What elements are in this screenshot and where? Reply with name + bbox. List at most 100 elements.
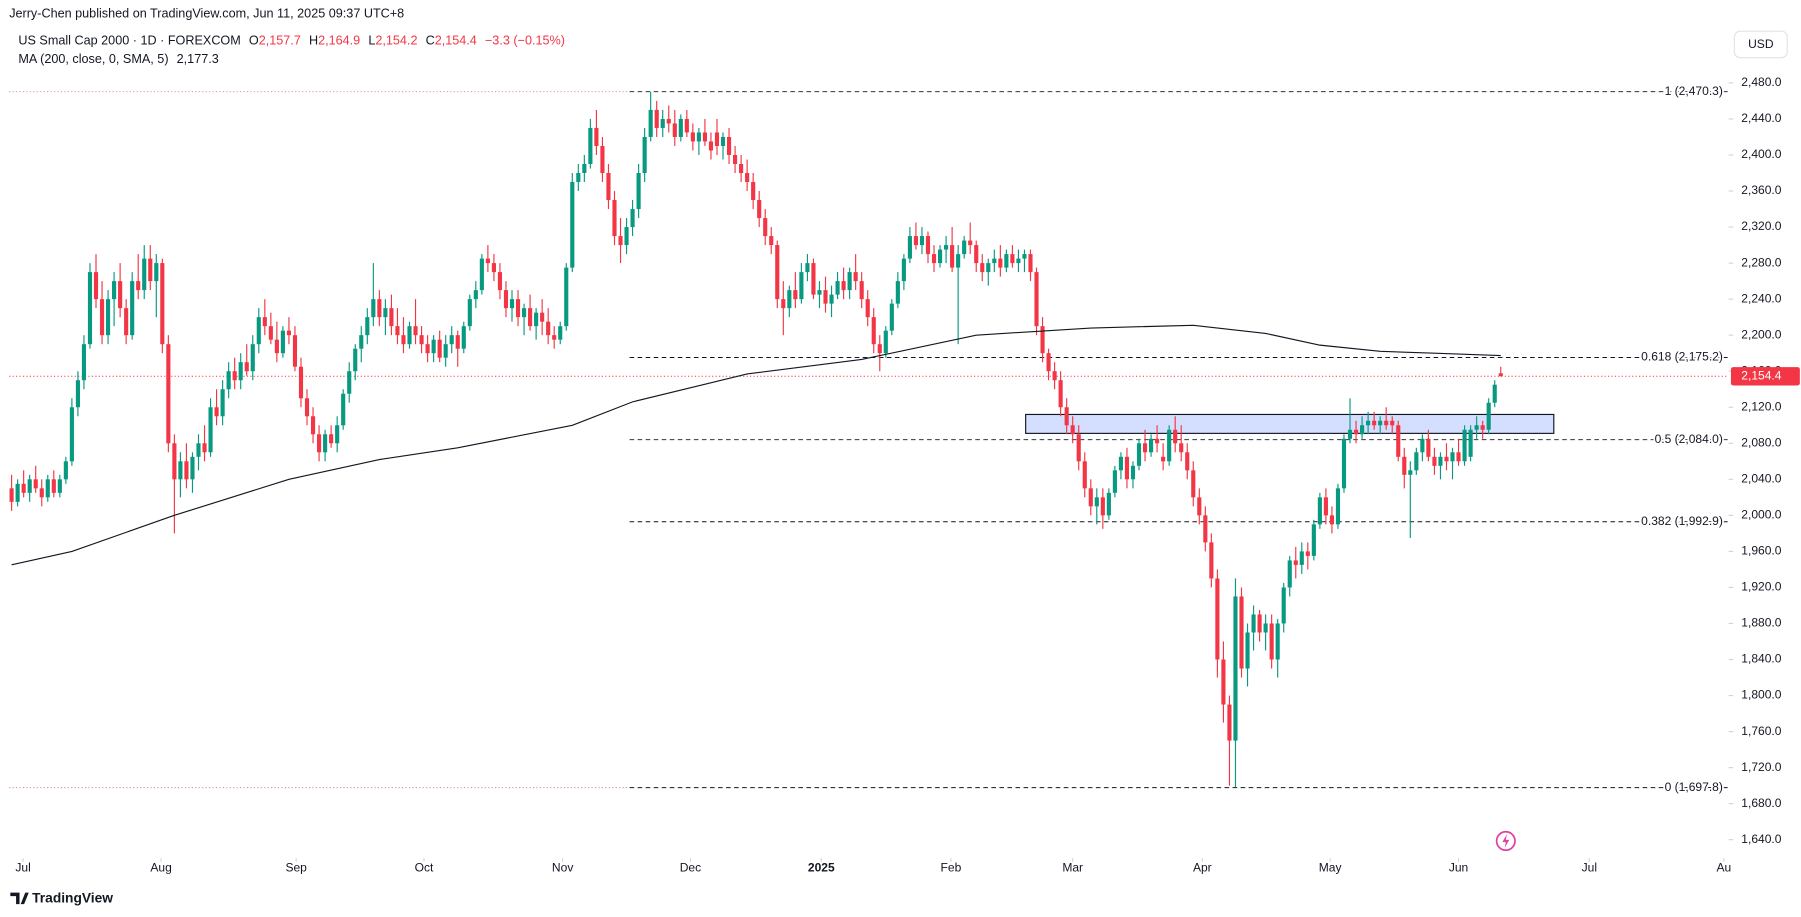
candle-body <box>497 272 503 291</box>
y-tick-label: 2,120.0 <box>1741 399 1781 413</box>
candle-body <box>304 398 310 417</box>
currency[interactable]: USD <box>1748 37 1774 51</box>
candle-body <box>654 109 659 128</box>
candle-body <box>775 245 780 300</box>
candle-body <box>172 443 177 480</box>
legend-main: US Small Cap 2000 · 1D · FOREXCOM O2,157… <box>18 34 565 48</box>
candle-body <box>1148 438 1154 453</box>
candle-body <box>515 299 521 318</box>
candle-body <box>443 344 448 358</box>
candle-body <box>75 380 80 408</box>
candle-body <box>389 308 394 327</box>
candle-body <box>226 371 231 390</box>
candle-body <box>130 281 135 336</box>
candle-body <box>178 461 183 480</box>
currency-button[interactable] <box>1733 30 1788 59</box>
candle-body <box>1028 254 1033 273</box>
candle-body <box>871 317 876 345</box>
candle-body <box>696 132 701 142</box>
alert-ring[interactable] <box>1495 830 1516 852</box>
candle-body <box>968 240 973 246</box>
candle-body <box>1070 425 1075 435</box>
y-tick-label: 1,760.0 <box>1741 724 1781 738</box>
branding: TradingView <box>32 891 113 906</box>
candle-body <box>739 163 744 174</box>
candle-body <box>606 173 611 201</box>
candle-body <box>769 236 774 246</box>
alert-icon[interactable] <box>1495 830 1516 852</box>
candle-body <box>714 132 720 146</box>
candle-body <box>310 416 316 435</box>
candle-body <box>889 303 894 331</box>
candle-body <box>1227 704 1232 741</box>
y-tick-label: 2,360.0 <box>1741 183 1781 197</box>
candle-body <box>105 299 111 336</box>
candle-body <box>666 118 671 124</box>
candle-body <box>112 281 117 300</box>
candle-body <box>329 434 334 444</box>
candle-body <box>51 479 56 493</box>
candle-body <box>841 281 846 291</box>
x-tick-label: Au <box>1716 861 1731 875</box>
candle-body <box>1167 429 1172 462</box>
candle-body <box>1191 470 1196 498</box>
candle-body <box>341 393 346 426</box>
candle-body <box>684 118 689 133</box>
candle-body <box>1396 425 1401 457</box>
candle-body <box>335 425 340 444</box>
candle-body <box>1088 488 1093 507</box>
candle-body <box>323 434 328 453</box>
y-tick-label: 1,840.0 <box>1741 652 1781 666</box>
candle-body <box>142 258 147 291</box>
x-tick-label: Aug <box>150 861 171 875</box>
candle-body <box>1118 456 1123 471</box>
candle-body <box>919 236 925 246</box>
candle-body <box>21 483 26 493</box>
candle-body <box>630 209 635 228</box>
candle-body <box>1492 384 1497 403</box>
candle-body <box>552 335 557 340</box>
candle-body <box>1329 515 1335 525</box>
candle-body <box>1209 542 1214 579</box>
candle-body <box>99 299 105 336</box>
candle-body <box>546 321 551 336</box>
y-tick-label: 1,800.0 <box>1741 688 1781 702</box>
candle-body <box>262 317 267 327</box>
candle-body <box>407 326 412 345</box>
ohlc-value: 2,157.7 <box>259 34 301 48</box>
candle-body <box>624 227 629 246</box>
candle-body <box>534 312 539 327</box>
y-tick-label: 2,480.0 <box>1741 75 1781 89</box>
candle-body <box>1179 443 1184 453</box>
candle-body <box>1275 623 1280 660</box>
x-tick-label: Feb <box>941 861 962 875</box>
header: Jerry-Chen published on TradingView.com,… <box>9 6 404 20</box>
candle-body <box>708 141 714 151</box>
candle-body <box>359 335 364 349</box>
candle-body <box>1402 456 1407 475</box>
candle-body <box>419 335 424 345</box>
candle-body <box>865 299 870 318</box>
candle-body <box>33 479 38 489</box>
candle-body <box>1022 254 1027 259</box>
candle-body <box>998 258 1003 268</box>
candle-body <box>455 335 460 349</box>
candle-body <box>642 136 647 174</box>
candle-body <box>1305 551 1310 556</box>
candle-body <box>1486 402 1491 430</box>
candle-body <box>781 299 786 309</box>
alert-bolt[interactable] <box>1502 834 1510 848</box>
candle-body <box>986 263 991 273</box>
candle-body <box>805 263 810 273</box>
y-tick-label: 2,280.0 <box>1741 255 1781 269</box>
candle-body <box>57 479 62 493</box>
candle-body <box>1311 524 1316 556</box>
candle-body <box>371 299 376 318</box>
candle-body <box>220 389 225 417</box>
candle-body <box>944 245 949 250</box>
zone <box>1025 413 1555 434</box>
candle-body <box>992 258 997 264</box>
candle-body <box>154 263 159 282</box>
